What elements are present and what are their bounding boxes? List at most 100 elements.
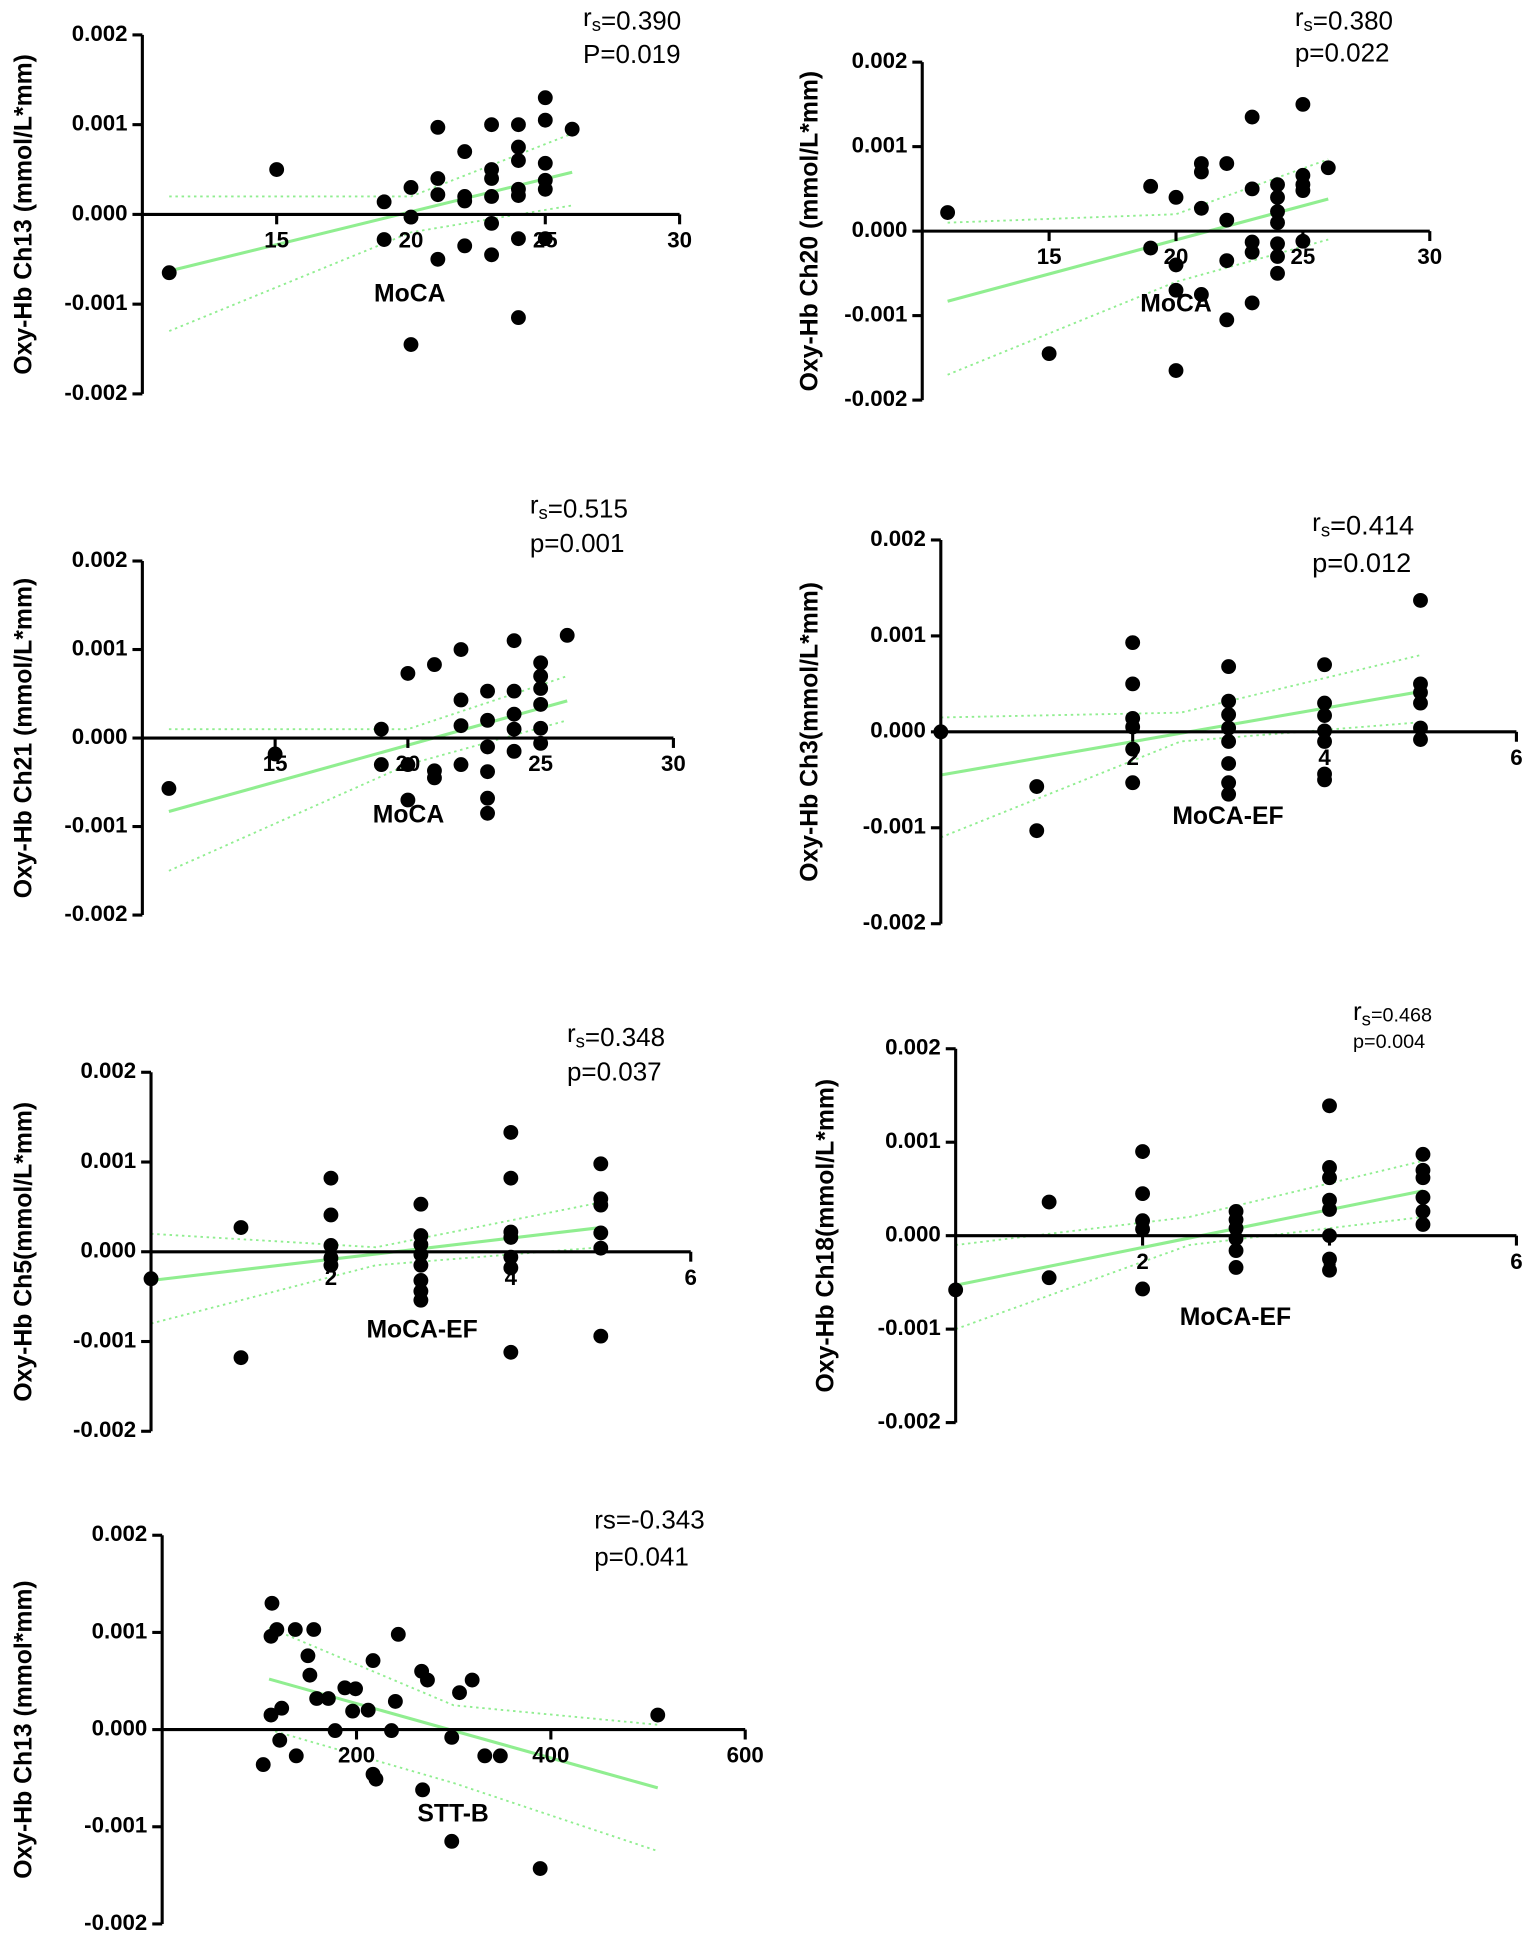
data-point bbox=[1322, 1228, 1337, 1244]
data-point bbox=[1322, 1202, 1337, 1217]
y-tick-label: 0.000 bbox=[885, 1222, 941, 1247]
y-tick-label: 0.002 bbox=[92, 1521, 148, 1546]
data-point bbox=[537, 90, 553, 106]
data-point bbox=[368, 1771, 384, 1787]
data-point bbox=[444, 1729, 460, 1745]
y-tick-label: 0.000 bbox=[870, 718, 926, 743]
stat-r-value: =0.468 bbox=[1371, 1005, 1432, 1027]
data-point bbox=[288, 1748, 304, 1764]
data-point bbox=[274, 1700, 290, 1716]
data-point bbox=[300, 1648, 316, 1664]
data-point bbox=[161, 265, 177, 281]
data-point bbox=[453, 757, 469, 773]
data-point bbox=[457, 193, 473, 209]
data-point bbox=[302, 1667, 318, 1683]
y-axis-title: Oxy-Hb Ch5(mmol/L*mm) bbox=[10, 1102, 37, 1402]
data-point bbox=[511, 188, 526, 203]
data-point bbox=[365, 1653, 381, 1669]
data-point bbox=[503, 1249, 519, 1265]
data-point bbox=[287, 1622, 303, 1637]
x-axis-title: MoCA bbox=[1140, 290, 1212, 317]
data-point bbox=[593, 1197, 609, 1213]
data-point bbox=[933, 724, 949, 740]
data-point bbox=[492, 1748, 508, 1764]
data-point bbox=[1221, 707, 1237, 723]
data-point bbox=[376, 194, 392, 210]
data-point bbox=[1125, 719, 1141, 735]
data-point bbox=[564, 121, 580, 137]
data-point bbox=[430, 187, 446, 203]
data-point bbox=[1221, 756, 1237, 771]
stat-r-subscript: s bbox=[592, 14, 601, 35]
data-point bbox=[373, 757, 389, 773]
data-point bbox=[430, 251, 446, 267]
data-point bbox=[593, 1240, 609, 1256]
x-tick-label: 6 bbox=[1510, 745, 1522, 770]
stat-r: rs=0.414 bbox=[1312, 507, 1414, 541]
data-point bbox=[1322, 1251, 1337, 1267]
data-point bbox=[269, 162, 285, 177]
x-tick-label: 200 bbox=[338, 1743, 375, 1768]
confidence-band bbox=[168, 204, 573, 332]
data-point bbox=[1413, 685, 1428, 700]
data-point bbox=[376, 232, 392, 247]
data-point bbox=[480, 739, 495, 755]
data-point bbox=[593, 1156, 609, 1172]
y-tick-label: 0.001 bbox=[92, 1618, 148, 1643]
confidence-band bbox=[955, 1160, 1424, 1246]
data-point bbox=[1413, 732, 1428, 747]
stat-r: rs=0.390 bbox=[583, 2, 681, 36]
data-point bbox=[484, 215, 499, 231]
data-point bbox=[1221, 659, 1237, 675]
data-point bbox=[400, 757, 416, 773]
data-point bbox=[427, 657, 442, 673]
x-axis-title: STT-B bbox=[417, 1801, 488, 1828]
data-point bbox=[480, 790, 495, 806]
stat-p: p=0.004 bbox=[1353, 1031, 1425, 1053]
data-point bbox=[233, 1220, 249, 1235]
data-point bbox=[420, 1672, 435, 1688]
y-tick-label: 0.002 bbox=[870, 526, 926, 551]
data-point bbox=[480, 764, 495, 780]
y-tick-label: -0.002 bbox=[844, 386, 907, 411]
stat-r-subscript: s bbox=[576, 1030, 585, 1051]
data-point bbox=[413, 1257, 429, 1273]
data-point bbox=[537, 231, 553, 247]
y-tick-label: -0.001 bbox=[844, 301, 907, 326]
x-tick-label: 30 bbox=[661, 751, 686, 776]
y-tick-label: 0.001 bbox=[72, 635, 128, 660]
data-point bbox=[1295, 183, 1311, 198]
confidence-band bbox=[168, 675, 568, 731]
x-tick-label: 15 bbox=[264, 228, 289, 253]
fit-line bbox=[168, 170, 573, 273]
confidence-band bbox=[947, 238, 1329, 376]
x-tick-label: 6 bbox=[685, 1265, 697, 1290]
y-tick-label: -0.002 bbox=[64, 901, 127, 926]
data-point bbox=[1322, 1262, 1337, 1278]
data-point bbox=[506, 633, 522, 649]
data-point bbox=[1317, 708, 1332, 723]
data-point bbox=[1125, 676, 1141, 692]
data-point bbox=[384, 1723, 399, 1738]
confidence-band bbox=[169, 132, 573, 198]
data-point bbox=[650, 1707, 666, 1723]
data-point bbox=[503, 1124, 519, 1140]
data-point bbox=[413, 1247, 429, 1262]
data-point bbox=[403, 337, 419, 352]
data-point bbox=[400, 665, 416, 681]
data-point bbox=[1135, 1186, 1151, 1202]
data-point bbox=[272, 1732, 288, 1748]
x-tick-label: 6 bbox=[1510, 1249, 1522, 1274]
data-point bbox=[1221, 693, 1237, 709]
chart-panel: 0.0020.0010.000-0.001-0.00215202530MoCAO… bbox=[10, 2, 692, 405]
stat-p: P=0.019 bbox=[583, 39, 681, 69]
data-point bbox=[345, 1703, 361, 1719]
data-point bbox=[1317, 695, 1332, 711]
data-point bbox=[1143, 178, 1159, 194]
data-point bbox=[1413, 720, 1428, 736]
data-point bbox=[1029, 823, 1045, 839]
data-point bbox=[1221, 734, 1237, 749]
